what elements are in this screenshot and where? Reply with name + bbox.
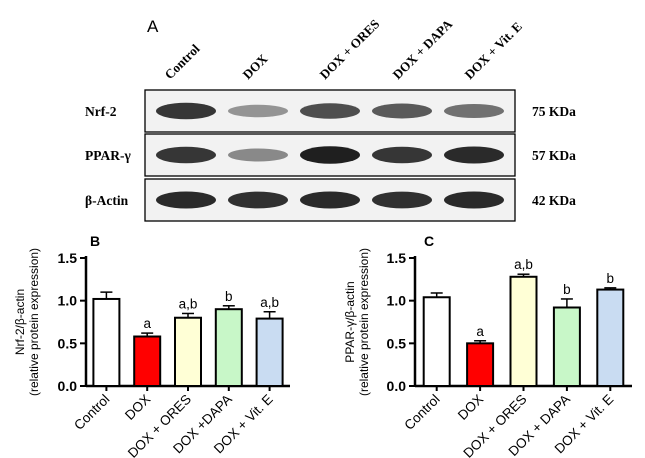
significance-label: a,b [514,257,533,272]
y-axis-label: PPAR-γ/β-actin (relative protein expressi… [343,248,371,396]
panel-a-western-blot: A Control DOX DOX + ORES DOX + DAPA DOX + Vi… [85,16,576,222]
panel-letter: B [90,233,100,249]
significance-label: a,b [260,295,279,310]
blot-band [228,104,288,118]
lane-label: DOX + ORES [317,16,383,82]
y-tick-label: 1.5 [387,250,407,266]
bar [174,316,202,388]
chart-b-nrf2: B 0.0 0.5 1.0 1.5 Nrf-2/β-actin (relative prot… [13,233,290,458]
chart-c-ppar-gamma: C 0.0 0.5 1.0 1.5 PPAR-γ/β-actin (relative pro… [343,233,632,458]
blot-band [228,191,288,209]
lane-labels: Control DOX DOX + ORES DOX + DAPA DOX + Vit.… [162,16,525,82]
bar [214,308,243,388]
y-axis-label-line: PPAR-γ/β-actin [343,281,357,362]
blot-band [300,146,360,164]
blot-protein-label: PPAR-γ [85,148,131,163]
bar [596,288,625,387]
bar [422,296,451,387]
blot-size-label: 57 KDa [532,148,576,163]
y-tick-label: 0.5 [58,335,78,351]
blot-band [156,146,216,164]
blot-rows: Nrf-2 75 KDa PPAR-γ 57 KDa β-Actin 42 KDa [85,89,576,222]
blot-row: PPAR-γ 57 KDa [85,133,576,177]
blot-size-label: 42 KDa [532,193,576,208]
bar [255,317,284,387]
bar [92,297,121,387]
panel-a-label: A [147,17,159,36]
blot-band [444,191,504,209]
bar [552,306,581,388]
lane-label: DOX [240,51,271,82]
significance-label: b [563,282,571,297]
x-tick-label: DOX [122,392,153,423]
blot-band [372,146,432,164]
bar [133,335,162,387]
y-axis-label: Nrf-2/β-actin (relative protein expressio… [13,248,41,396]
blot-row: Nrf-2 75 KDa [85,89,576,133]
blot-band [444,146,504,164]
y-axis-label-line: Nrf-2/β-actin [13,289,27,355]
panel-letter: C [424,233,434,249]
bar [509,275,538,388]
blot-protein-label: Nrf-2 [85,104,117,119]
y-tick-label: 1.0 [387,293,407,309]
lane-label: DOX + Vit. E [462,19,525,82]
lane-label: Control [162,41,203,82]
y-tick-label: 0.5 [387,335,407,351]
y-tick-label: 0.0 [58,378,78,394]
significance-label: a,b [179,296,198,311]
y-axis-label-line: (relative protein expression) [357,248,371,396]
lane-label: DOX + DAPA [390,16,456,82]
blot-band [156,191,216,209]
y-tick-label: 1.5 [58,250,78,266]
blot-size-label: 75 KDa [532,104,576,119]
blot-band [372,191,432,209]
blot-band [156,102,216,120]
blot-band [372,103,432,119]
blot-band [444,104,504,118]
blot-protein-label: β-Actin [85,193,129,208]
x-tick-label: DOX [455,392,486,423]
y-tick-label: 1.0 [58,293,78,309]
significance-label: a [476,324,484,339]
y-axis-label-line: (relative protein expression) [27,248,41,396]
significance-label: a [143,316,151,331]
blot-band [228,148,288,162]
significance-label: b [607,271,615,286]
blot-band [300,103,360,119]
significance-label: b [225,289,233,304]
blot-row: β-Actin 42 KDa [85,178,576,222]
x-tick-label: Control [401,392,442,433]
blot-band [300,191,360,209]
x-tick-label: Control [71,392,112,433]
y-tick-label: 0.0 [387,378,407,394]
bar [466,342,495,388]
